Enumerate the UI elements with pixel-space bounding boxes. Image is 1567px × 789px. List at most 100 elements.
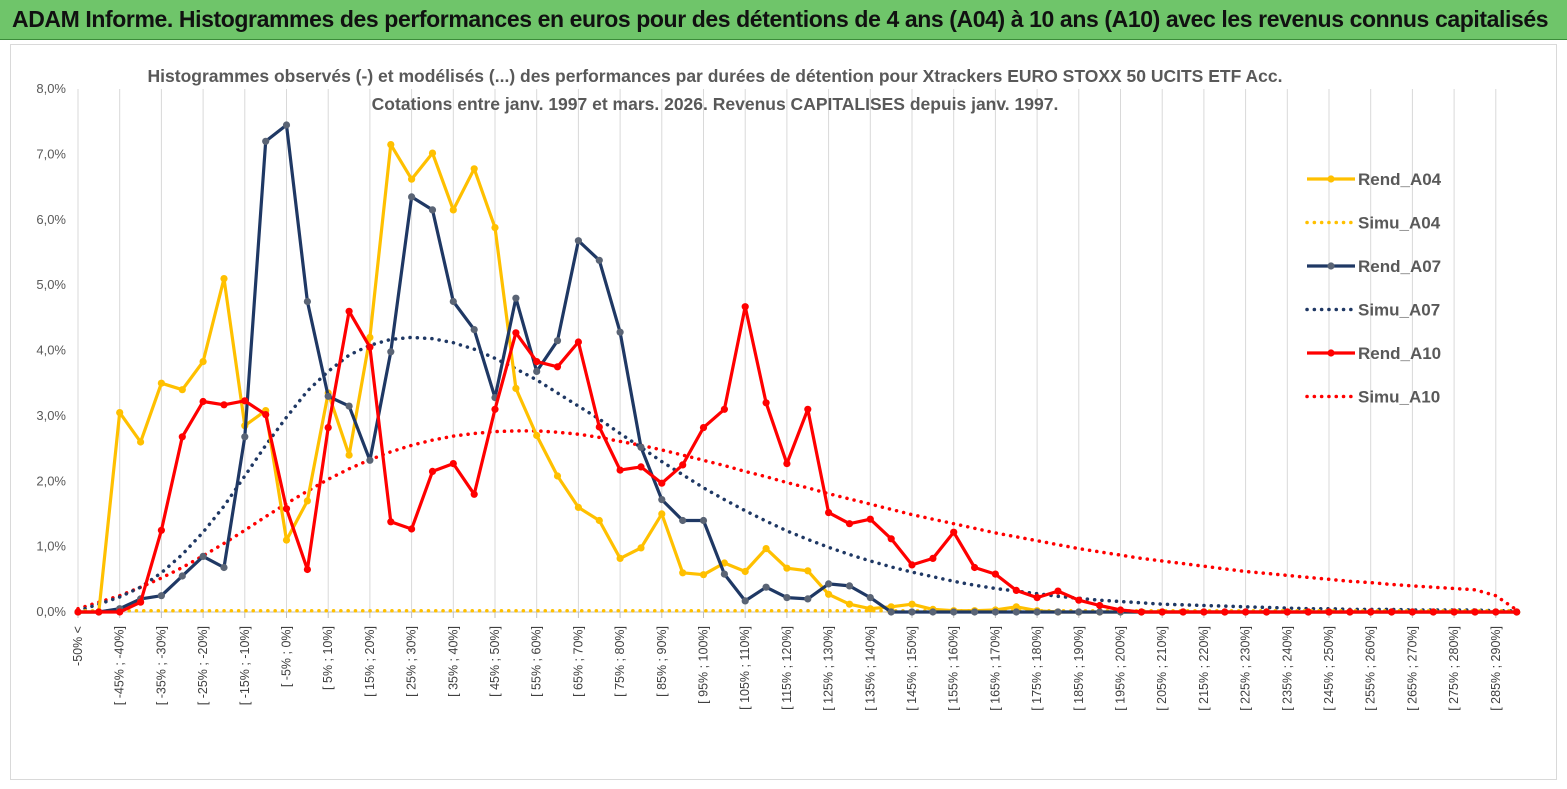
data-point-rend-a10 xyxy=(241,397,249,405)
x-tick-label: -50% < xyxy=(71,626,85,666)
data-point-rend-a10 xyxy=(1179,608,1187,616)
data-point-rend-a04 xyxy=(887,603,895,611)
data-point-rend-a04 xyxy=(408,175,416,183)
series-line-simu-a10 xyxy=(76,429,1519,612)
data-point-rend-a04 xyxy=(699,571,708,579)
data-point-rend-a10 xyxy=(1012,586,1020,595)
x-tick-label: [ -5% ; 0%] xyxy=(280,626,294,687)
data-point-rend-a07 xyxy=(533,367,541,375)
data-point-rend-a10 xyxy=(783,460,791,468)
data-point-rend-a04 xyxy=(1012,603,1020,611)
data-point-rend-a10 xyxy=(178,433,186,441)
data-point-rend-a04 xyxy=(220,275,228,283)
x-tick-label: [ 95% ; 100%] xyxy=(697,626,711,704)
x-tick-label: [ 35% ; 40%] xyxy=(446,626,460,697)
x-tick-label: [ 205% ; 210%] xyxy=(1155,626,1169,711)
data-point-rend-a07 xyxy=(971,608,979,616)
data-point-rend-a10 xyxy=(971,563,979,572)
data-point-rend-a10 xyxy=(491,405,499,413)
y-tick-label: 3,0% xyxy=(36,408,66,423)
data-point-rend-a07 xyxy=(866,594,874,602)
data-point-rend-a04 xyxy=(491,224,499,232)
data-point-rend-a10 xyxy=(220,401,228,409)
data-point-rend-a07 xyxy=(512,294,520,302)
data-point-rend-a07 xyxy=(1096,608,1104,616)
data-point-rend-a10 xyxy=(845,520,854,528)
data-point-rend-a10 xyxy=(512,329,520,337)
data-point-rend-a04 xyxy=(116,409,124,417)
legend-label-simu-a04: Simu_A04 xyxy=(1358,214,1441,233)
data-point-rend-a07 xyxy=(408,193,416,201)
data-point-rend-a07 xyxy=(157,592,165,600)
data-point-rend-a10 xyxy=(345,307,353,315)
data-point-rend-a04 xyxy=(199,358,207,366)
data-point-rend-a07 xyxy=(825,580,833,588)
data-point-rend-a04 xyxy=(845,600,854,608)
x-tick-label: [ 225% ; 230%] xyxy=(1239,626,1253,711)
y-tick-label: 7,0% xyxy=(36,146,66,161)
data-point-rend-a07 xyxy=(282,121,291,129)
data-point-rend-a04 xyxy=(553,472,562,480)
data-point-rend-a10 xyxy=(991,570,1000,578)
data-point-rend-a10 xyxy=(428,467,437,475)
x-tick-label: [ 15% ; 20%] xyxy=(363,626,377,697)
data-point-rend-a10 xyxy=(387,518,395,526)
data-point-rend-a07 xyxy=(470,326,478,334)
series-line-simu-a07 xyxy=(76,335,1519,613)
data-point-rend-a04 xyxy=(908,600,916,608)
chart-title: Histogrammes observés (-) et modélisés (… xyxy=(148,66,1283,86)
data-point-rend-a07 xyxy=(950,608,958,616)
data-point-rend-a07 xyxy=(720,570,729,578)
data-point-rend-a07 xyxy=(679,516,687,525)
data-point-rend-a07 xyxy=(929,608,937,616)
x-tick-label: [ -45% ; -40%] xyxy=(113,626,127,705)
data-point-rend-a10 xyxy=(825,509,833,517)
data-point-rend-a10 xyxy=(1033,594,1041,602)
data-point-rend-a04 xyxy=(595,516,603,525)
data-point-rend-a10 xyxy=(741,303,749,311)
y-tick-label: 2,0% xyxy=(36,473,66,488)
data-point-rend-a04 xyxy=(783,564,791,572)
data-point-rend-a07 xyxy=(804,595,812,603)
legend-label-simu-a07: Simu_A07 xyxy=(1358,301,1440,320)
gridlines xyxy=(77,89,1497,612)
data-point-rend-a04 xyxy=(741,567,749,576)
x-tick-label: [ 175% ; 180%] xyxy=(1030,626,1044,711)
data-point-rend-a07 xyxy=(220,563,228,572)
data-point-rend-a07 xyxy=(262,137,270,145)
data-point-rend-a04 xyxy=(387,141,395,149)
data-point-rend-a04 xyxy=(637,544,645,552)
data-point-rend-a10 xyxy=(804,405,812,413)
x-tick-label: [ 105% ; 110%] xyxy=(738,626,752,710)
data-point-rend-a04 xyxy=(157,379,165,387)
data-point-rend-a10 xyxy=(137,598,145,606)
data-point-rend-a10 xyxy=(1158,608,1166,616)
data-point-rend-a04 xyxy=(366,333,374,341)
x-tick-label: [ 75% ; 80%] xyxy=(613,626,627,697)
data-point-rend-a10 xyxy=(157,526,165,534)
data-point-rend-a04 xyxy=(449,206,457,214)
data-point-rend-a07 xyxy=(324,392,332,400)
legend-label-simu-a10: Simu_A10 xyxy=(1358,388,1440,407)
x-tick-label: [ 65% ; 70%] xyxy=(571,626,585,697)
data-point-rend-a10 xyxy=(1450,608,1458,616)
data-point-rend-a10 xyxy=(408,525,416,533)
data-point-rend-a10 xyxy=(1283,608,1291,616)
x-tick-label: [ 55% ; 60%] xyxy=(530,626,544,697)
data-point-rend-a07 xyxy=(345,402,353,410)
data-point-rend-a07 xyxy=(428,206,437,214)
data-point-rend-a07 xyxy=(658,496,666,504)
series-line-rend-a07 xyxy=(78,123,1517,614)
x-tick-label: [ 5% ; 10%] xyxy=(321,626,335,690)
y-tick-label: 1,0% xyxy=(36,539,66,554)
data-point-rend-a07 xyxy=(637,443,645,451)
y-tick-label: 0,0% xyxy=(36,604,66,619)
data-point-rend-a10 xyxy=(658,479,666,487)
y-tick-label: 4,0% xyxy=(36,343,66,358)
data-point-rend-a10 xyxy=(950,528,958,536)
data-point-rend-a07 xyxy=(241,433,249,441)
x-tick-label: [ 155% ; 160%] xyxy=(947,626,961,711)
x-tick-label: [ 285% ; 290%] xyxy=(1489,626,1503,711)
data-point-rend-a10 xyxy=(1304,608,1312,616)
data-point-rend-a04 xyxy=(804,567,812,575)
